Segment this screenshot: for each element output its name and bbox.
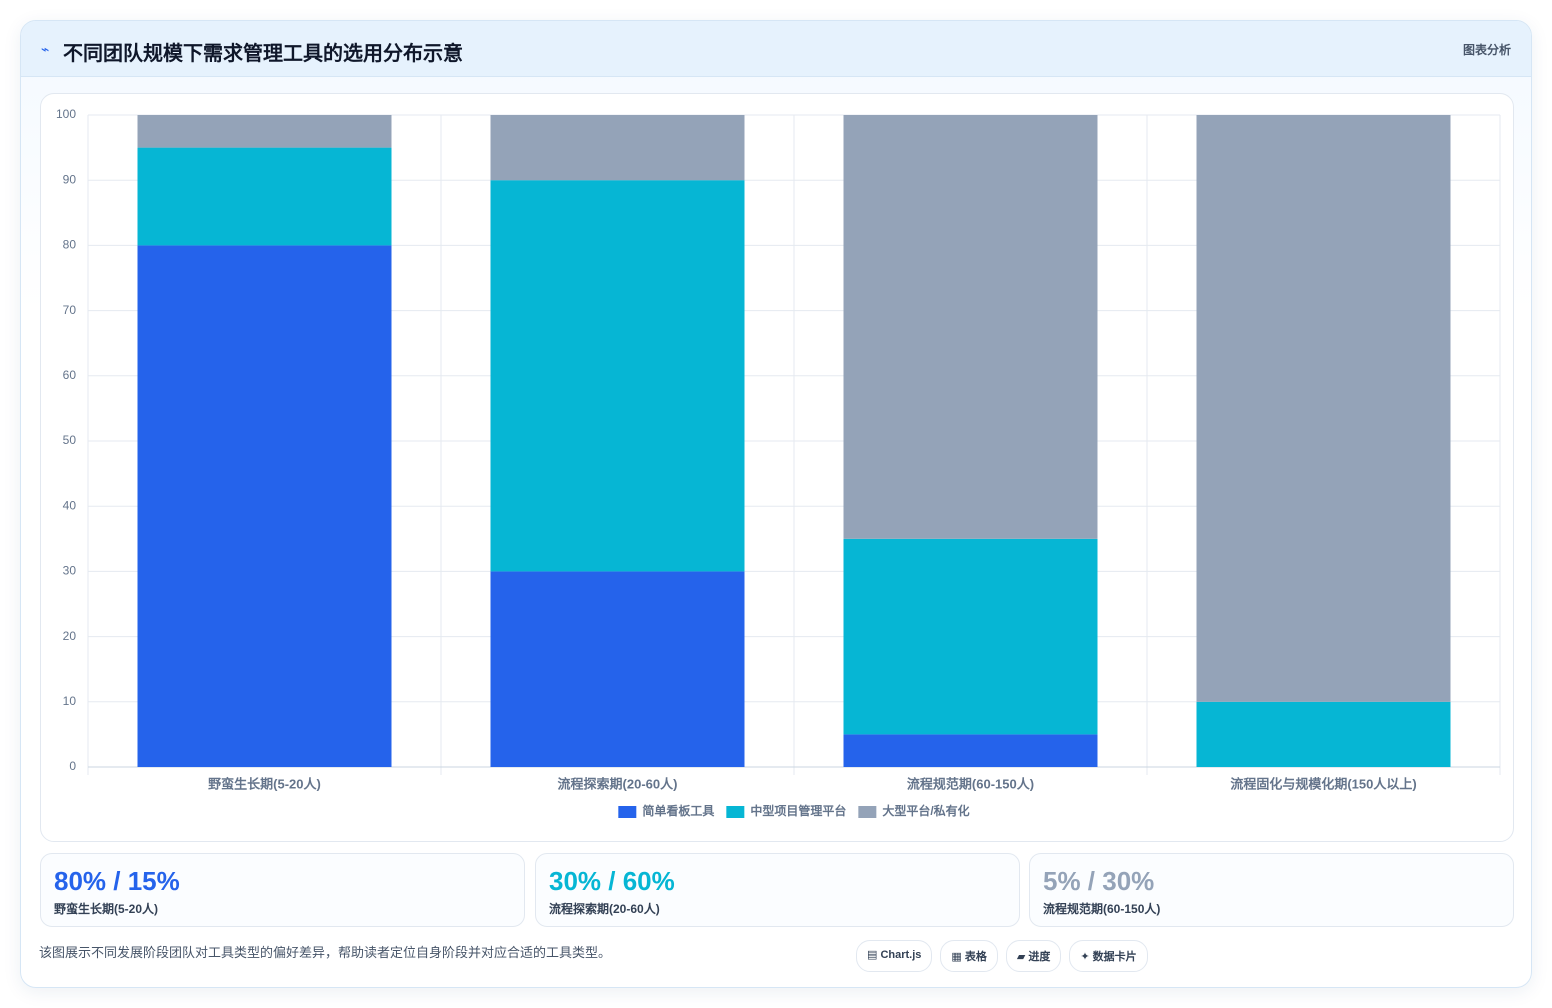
- tag-text: 表格: [964, 951, 987, 963]
- legend-label: 简单看板工具: [642, 803, 714, 818]
- tag[interactable]: ▤ Chart.js: [856, 940, 933, 972]
- tag-text: 数据卡片: [1092, 951, 1137, 963]
- icon: ⌁: [41, 41, 50, 57]
- bar-segment: [843, 538, 1098, 735]
- stat-card: 5% / 30% 流程规范期(60-150人): [1029, 853, 1514, 927]
- bar-segment: [490, 180, 745, 572]
- tag[interactable]: ✦ 数据卡片: [1069, 940, 1148, 972]
- footnote: 该图展示不同发展阶段团队对工具类型的偏好差异，帮助读者定位自身阶段并对应合适的工…: [39, 945, 612, 960]
- bar-segment: [843, 115, 1098, 539]
- y-tick-label: 70: [63, 303, 77, 317]
- title: 不同团队规模下需求管理工具的选用分布示意: [63, 43, 463, 65]
- stat-label: 野蛮生长期(5-20人): [54, 902, 159, 916]
- y-tick-label: 30: [63, 564, 77, 578]
- tag[interactable]: ▦ 表格: [940, 940, 998, 972]
- y-tick-label: 60: [63, 368, 77, 382]
- y-tick-label: 50: [63, 433, 77, 447]
- stat-card: 80% / 15% 野蛮生长期(5-20人): [40, 853, 525, 927]
- x-tick-label: 野蛮生长期(5-20人): [208, 776, 321, 791]
- badge: 图表分析: [1462, 43, 1511, 57]
- stat-value: 30% / 60%: [549, 866, 675, 896]
- bar-segment: [1196, 701, 1451, 767]
- bar-segment: [490, 115, 745, 181]
- y-tick-label: 40: [63, 498, 77, 512]
- tag[interactable]: ▰ 进度: [1005, 940, 1062, 972]
- x-tick-label: 流程固化与规模化期(150人以上): [1230, 776, 1416, 791]
- stat-value: 80% / 15%: [54, 866, 180, 896]
- stat-label: 流程探索期(20-60人): [549, 902, 660, 916]
- y-tick-label: 0: [69, 759, 76, 773]
- tag-text: 进度: [1028, 951, 1051, 963]
- x-tick-label: 流程规范期(60-150人): [907, 776, 1034, 791]
- bar-segment: [490, 571, 745, 767]
- header: ⌁ 不同团队规模下需求管理工具的选用分布示意 图表分析: [21, 21, 1531, 77]
- tag-text: Chart.js: [880, 949, 922, 961]
- x-tick-label: 流程探索期(20-60人): [558, 776, 678, 791]
- y-tick-label: 10: [63, 694, 77, 708]
- y-tick-label: 90: [63, 172, 77, 186]
- legend-label: 大型平台/私有化: [882, 803, 969, 818]
- stat-label: 流程规范期(60-150人): [1043, 902, 1161, 916]
- legend-swatch: [858, 806, 877, 818]
- y-tick-label: 20: [63, 629, 77, 643]
- bar-segment: [137, 245, 392, 767]
- legend-swatch: [726, 806, 745, 818]
- bar-segment: [1196, 115, 1451, 702]
- legend-swatch: [618, 806, 637, 818]
- bar-segment: [137, 147, 392, 246]
- y-tick-label: 80: [63, 238, 77, 252]
- legend-label: 中型项目管理平台: [750, 803, 846, 818]
- stat-card: 30% / 60% 流程探索期(20-60人): [535, 853, 1020, 927]
- tags: ▤ Chart.js ▦ 表格 ▰ 进度 ✦ 数据卡片: [856, 940, 1148, 972]
- y-tick-label: 100: [56, 107, 76, 121]
- bar-segment: [843, 734, 1098, 767]
- stat-value: 5% / 30%: [1043, 866, 1155, 896]
- bar-segment: [137, 115, 392, 148]
